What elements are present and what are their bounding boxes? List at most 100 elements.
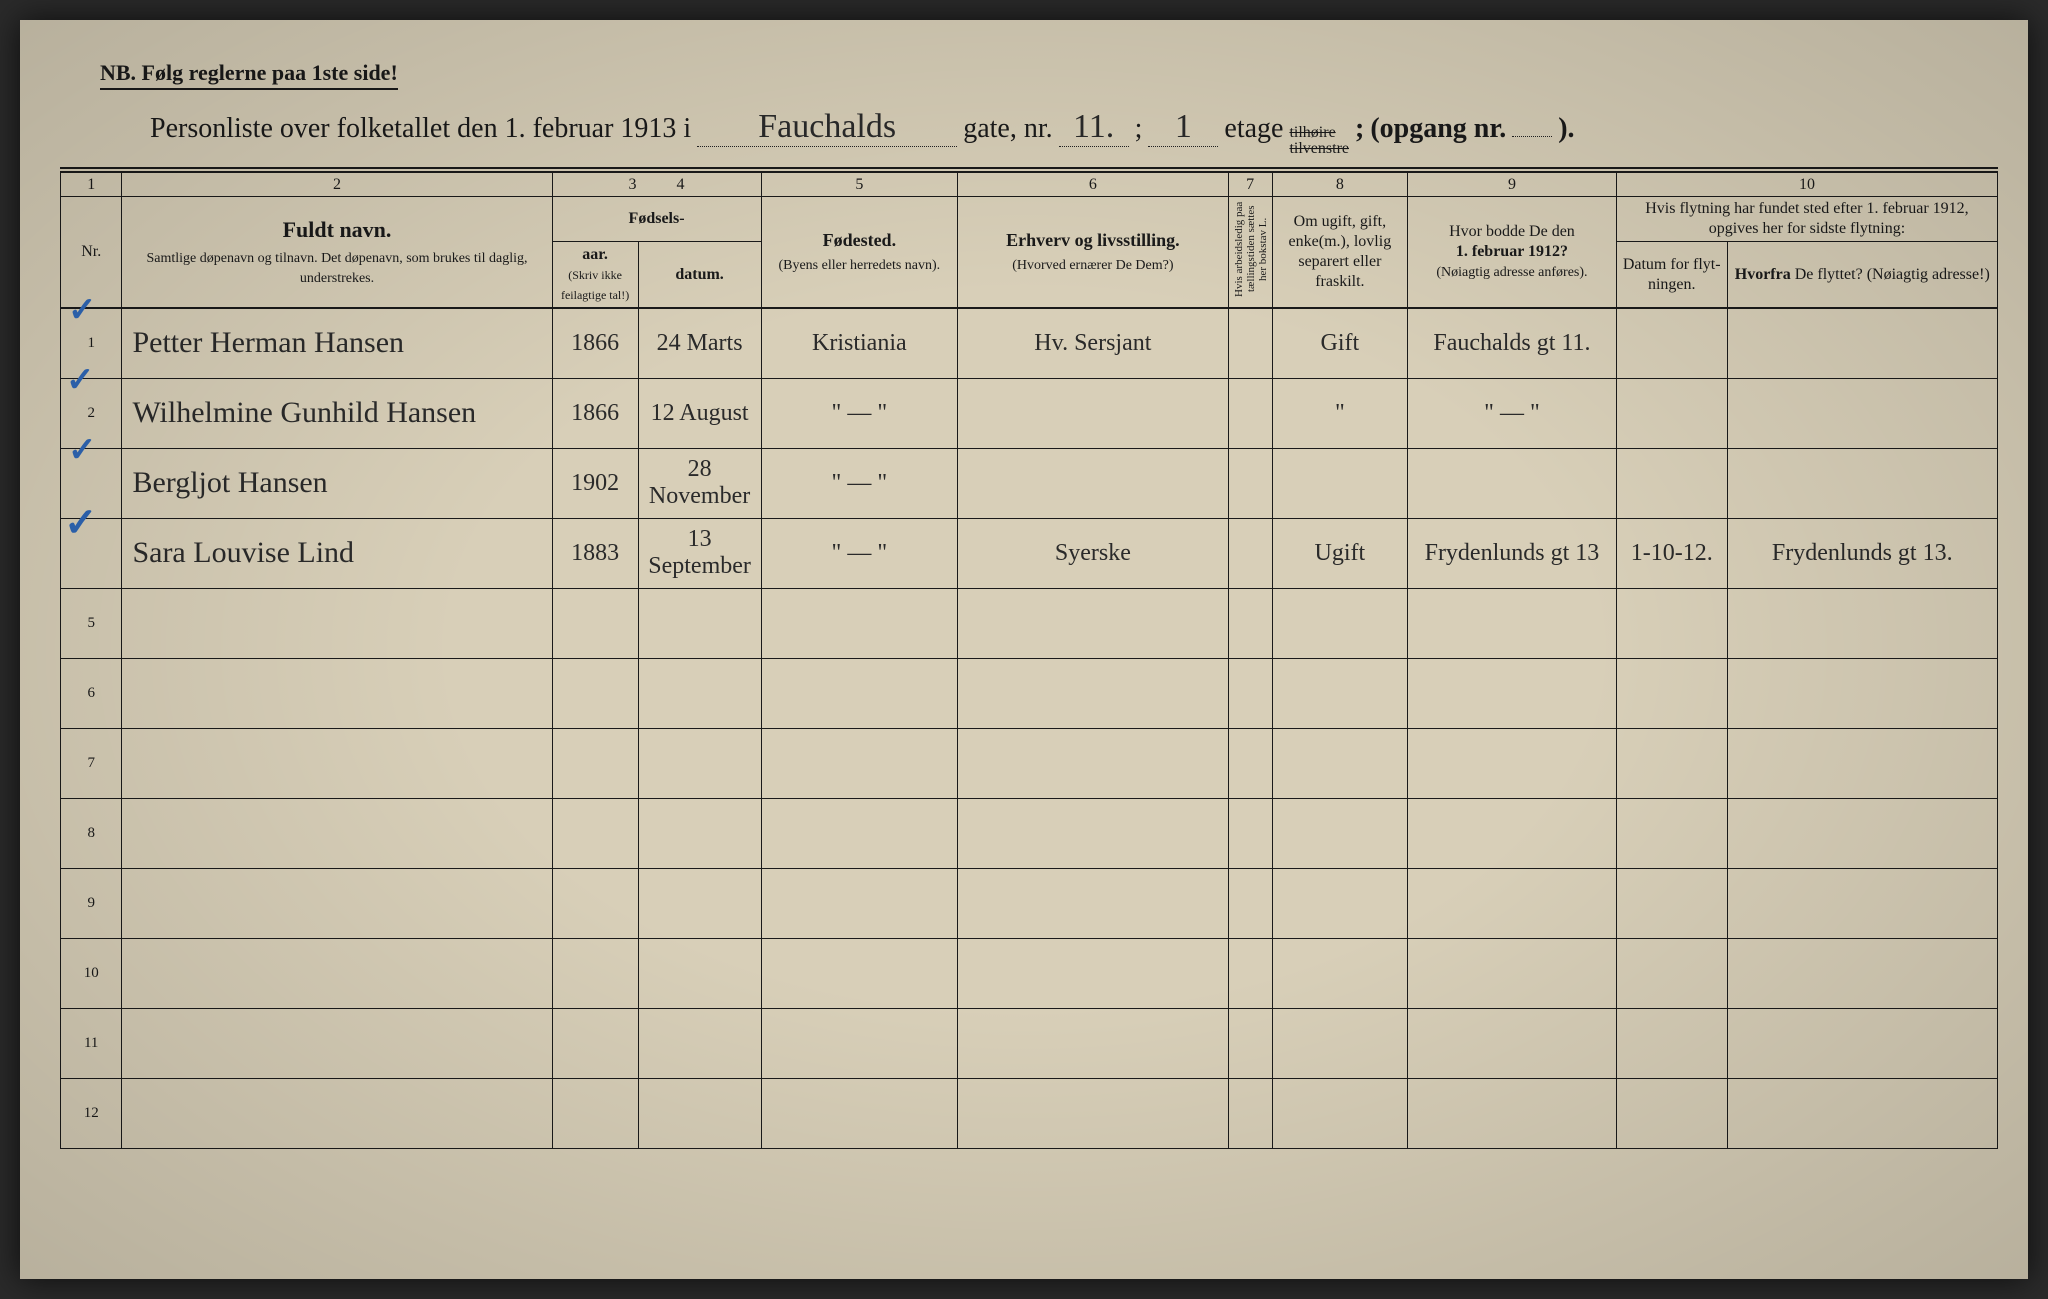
table-cell bbox=[1407, 728, 1616, 798]
hdr-fodested: Fødested. (Byens eller herredets navn). bbox=[761, 197, 958, 309]
checkmark-icon: ✓ bbox=[64, 500, 98, 546]
hdr-name: Fuldt navn. Samtlige døpenavn og tilnavn… bbox=[122, 197, 552, 309]
table-cell bbox=[1272, 938, 1407, 1008]
table-cell bbox=[1272, 588, 1407, 658]
side-bot: tilvenstre bbox=[1289, 141, 1349, 157]
table-cell: Fauchalds gt 11. bbox=[1407, 308, 1616, 378]
hdr-datum: datum. bbox=[638, 242, 761, 308]
table-cell bbox=[638, 868, 761, 938]
checkmark-icon: ✓ bbox=[66, 360, 95, 400]
table-cell bbox=[1727, 798, 1997, 868]
table-cell: 13 September bbox=[638, 518, 761, 588]
hdr-col9-a: Hvor bodde De den bbox=[1449, 223, 1575, 240]
table-cell bbox=[958, 1078, 1228, 1148]
table-cell bbox=[958, 798, 1228, 868]
hdr-erhverv-big: Erhverv og livsstilling. bbox=[962, 229, 1223, 252]
table-cell: Syerske bbox=[958, 518, 1228, 588]
table-cell bbox=[1228, 938, 1272, 1008]
hdr-col10a: Datum for flyt-ningen. bbox=[1616, 242, 1727, 308]
table-cell: 5 bbox=[61, 588, 122, 658]
house-number-field: 11. bbox=[1059, 108, 1129, 147]
table-cell: 8 bbox=[61, 798, 122, 868]
gate-label: gate, nr. bbox=[963, 113, 1052, 145]
table-row: 2Wilhelmine Gunhild Hansen186612 August"… bbox=[61, 378, 1998, 448]
table-cell: Kristiania bbox=[761, 308, 958, 378]
table-cell: Gift bbox=[1272, 308, 1407, 378]
table-cell bbox=[1228, 448, 1272, 518]
table-cell bbox=[1228, 378, 1272, 448]
table-cell bbox=[1727, 728, 1997, 798]
table-cell bbox=[1616, 798, 1727, 868]
table-row: 7 bbox=[61, 728, 1998, 798]
table-cell: 10 bbox=[61, 938, 122, 1008]
table-cell bbox=[1727, 658, 1997, 728]
table-cell bbox=[1407, 1008, 1616, 1078]
table-cell: Wilhelmine Gunhild Hansen bbox=[122, 378, 552, 448]
table-row: 8 bbox=[61, 798, 1998, 868]
table-cell bbox=[1616, 588, 1727, 658]
opgang-label: (opgang nr. bbox=[1370, 113, 1506, 145]
table-row: Sara Louvise Lind188313 September" — "Sy… bbox=[61, 518, 1998, 588]
table-cell bbox=[761, 868, 958, 938]
hdr-col7: Hvis arbeidsledig paa tællingstiden sætt… bbox=[1228, 197, 1272, 309]
table-cell: 9 bbox=[61, 868, 122, 938]
table-cell bbox=[1407, 1078, 1616, 1148]
table-cell bbox=[958, 658, 1228, 728]
table-row: 6 bbox=[61, 658, 1998, 728]
table-cell bbox=[1272, 798, 1407, 868]
table-cell bbox=[122, 1078, 552, 1148]
table-cell bbox=[1616, 728, 1727, 798]
table-cell bbox=[958, 378, 1228, 448]
table-cell bbox=[1616, 378, 1727, 448]
table-cell: " — " bbox=[761, 518, 958, 588]
table-cell bbox=[122, 728, 552, 798]
hdr-col9-b: 1. februar 1912? bbox=[1456, 243, 1568, 260]
hdr-fodested-big: Fødested. bbox=[766, 229, 954, 252]
table-cell bbox=[1407, 448, 1616, 518]
table-cell bbox=[1727, 588, 1997, 658]
column-number-row: 1 2 3 4 5 6 7 8 9 10 bbox=[61, 173, 1998, 197]
table-cell: 1866 bbox=[552, 308, 638, 378]
table-cell bbox=[1727, 1078, 1997, 1148]
table-cell bbox=[1616, 1008, 1727, 1078]
table-cell: Frydenlunds gt 13 bbox=[1407, 518, 1616, 588]
close-paren: ). bbox=[1558, 113, 1574, 145]
table-cell bbox=[552, 728, 638, 798]
table-cell bbox=[958, 728, 1228, 798]
table-cell bbox=[638, 798, 761, 868]
table-cell: 12 August bbox=[638, 378, 761, 448]
table-cell bbox=[1407, 588, 1616, 658]
table-cell bbox=[1272, 868, 1407, 938]
table-cell: 1902 bbox=[552, 448, 638, 518]
sep2: ; bbox=[1355, 113, 1364, 145]
table-cell bbox=[1272, 658, 1407, 728]
hdr-col10b: Hvorfra De flyttet? (Nøiagtig adresse!) bbox=[1727, 242, 1997, 308]
table-cell bbox=[1616, 1078, 1727, 1148]
table-cell bbox=[1616, 308, 1727, 378]
table-cell bbox=[122, 798, 552, 868]
table-cell bbox=[638, 938, 761, 1008]
street-name-field: Fauchalds bbox=[697, 108, 957, 147]
checkmark-icon: ✓ bbox=[68, 290, 97, 330]
colnum-6: 6 bbox=[958, 173, 1228, 197]
table-cell bbox=[1272, 728, 1407, 798]
table-cell bbox=[638, 728, 761, 798]
table-cell bbox=[1616, 448, 1727, 518]
table-cell bbox=[958, 868, 1228, 938]
table-cell bbox=[761, 938, 958, 1008]
table-cell bbox=[1228, 1008, 1272, 1078]
table-cell: Petter Herman Hansen bbox=[122, 308, 552, 378]
table-cell bbox=[1228, 658, 1272, 728]
colnum-2: 2 bbox=[122, 173, 552, 197]
nb-instruction: NB. Følg reglerne paa 1ste side! bbox=[100, 60, 398, 90]
colnum-9: 9 bbox=[1407, 173, 1616, 197]
title-prefix: Personliste over folketallet den 1. febr… bbox=[150, 113, 691, 145]
table-cell bbox=[761, 728, 958, 798]
table-cell bbox=[1727, 308, 1997, 378]
form-title-line: Personliste over folketallet den 1. febr… bbox=[150, 108, 1998, 157]
table-row: 1Petter Herman Hansen186624 MartsKristia… bbox=[61, 308, 1998, 378]
colnum-34: 3 4 bbox=[552, 173, 761, 197]
table-cell: 1883 bbox=[552, 518, 638, 588]
checkmark-icon: ✓ bbox=[68, 430, 97, 470]
table-cell: 7 bbox=[61, 728, 122, 798]
